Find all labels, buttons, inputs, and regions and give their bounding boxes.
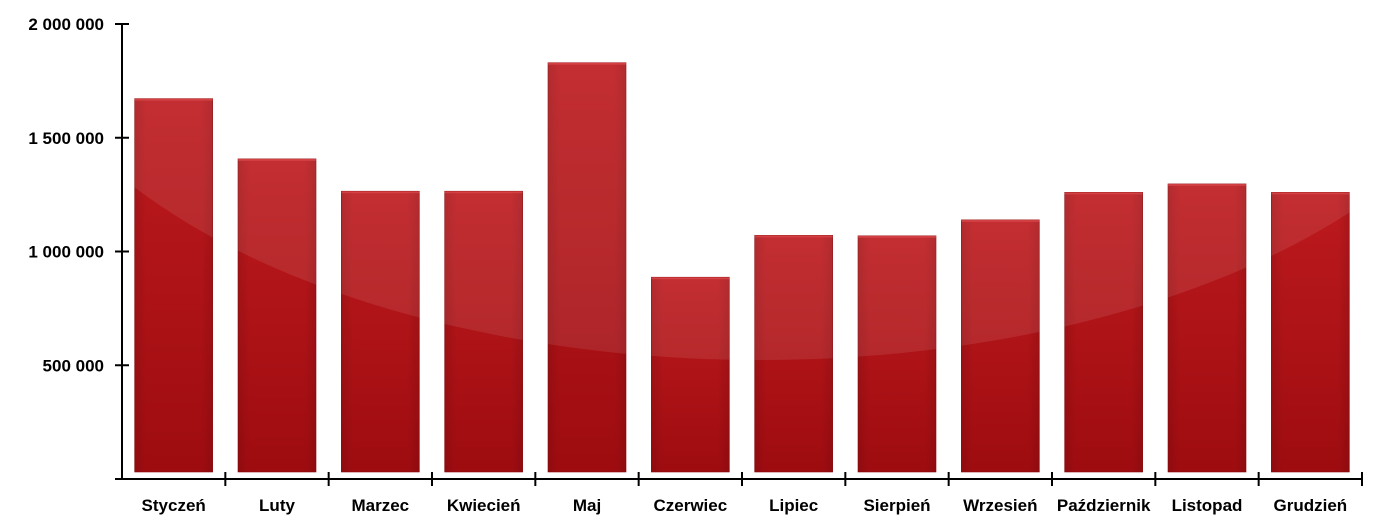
x-tick-label: Luty xyxy=(259,496,295,515)
bar-shade-10 xyxy=(1064,192,1143,472)
y-tick-label: 1 000 000 xyxy=(28,243,104,262)
y-tick-label: 1 500 000 xyxy=(28,129,104,148)
x-tick-label: Maj xyxy=(573,496,601,515)
bar-highlight-6 xyxy=(651,277,730,280)
x-tick-label: Listopad xyxy=(1172,496,1243,515)
bar-shade-12 xyxy=(1271,192,1350,472)
bar-shade-1 xyxy=(134,98,213,473)
x-tick-label: Marzec xyxy=(352,496,410,515)
bar-shade-3 xyxy=(341,191,420,472)
y-tick-label: 2 000 000 xyxy=(28,15,104,34)
y-tick-label: 500 000 xyxy=(43,356,104,375)
bar-highlight-9 xyxy=(961,219,1040,222)
labels-layer: 500 000 1 000 000 1 500 000 2 000 000 Stycze… xyxy=(28,15,1347,515)
bar-highlight-3 xyxy=(341,191,420,194)
bar-shade-4 xyxy=(444,191,523,472)
x-tick-label: Grudzień xyxy=(1273,496,1347,515)
bar-shade-2 xyxy=(238,158,316,472)
bar-highlight-5 xyxy=(548,62,626,65)
bar-highlight-8 xyxy=(858,235,936,238)
bar-highlight-2 xyxy=(238,158,316,161)
bar-shade-9 xyxy=(961,219,1040,472)
x-tick-label: Wrzesień xyxy=(963,496,1037,515)
x-tick-label: Kwiecień xyxy=(447,496,521,515)
bar-shade-6 xyxy=(651,277,730,472)
bar-highlight-1 xyxy=(134,98,213,101)
x-tick-label: Lipiec xyxy=(769,496,818,515)
bar-highlight-10 xyxy=(1064,192,1143,195)
bar-shade-11 xyxy=(1168,183,1246,472)
x-tick-label: Styczeń xyxy=(142,496,206,515)
bars-layer xyxy=(134,62,1350,473)
bar-highlight-12 xyxy=(1271,192,1350,195)
bar-shade-7 xyxy=(754,235,833,472)
bar-shade-5 xyxy=(548,62,626,473)
axes-layer xyxy=(115,23,1363,486)
x-tick-label: Październik xyxy=(1057,496,1151,515)
bar-shade-8 xyxy=(858,235,936,472)
x-tick-label: Czerwiec xyxy=(653,496,727,515)
bar-highlight-7 xyxy=(754,235,833,238)
bar-highlight-4 xyxy=(444,191,523,194)
bar-highlight-11 xyxy=(1168,183,1246,186)
x-tick-label: Sierpień xyxy=(863,496,930,515)
